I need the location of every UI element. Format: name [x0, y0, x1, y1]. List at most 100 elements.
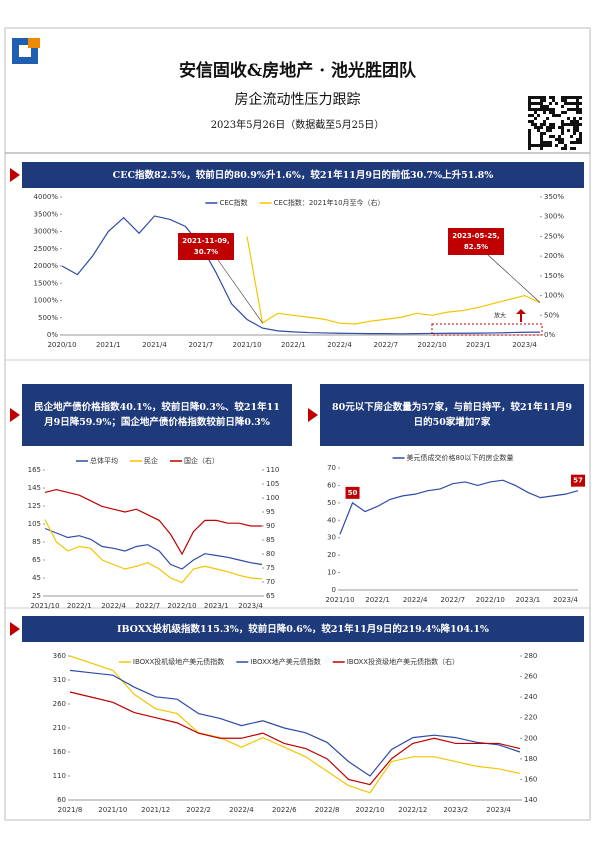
- qr-cell: [573, 123, 576, 126]
- legend-label: IBOXX地产美元债指数: [250, 657, 320, 666]
- banner: 80元以下房企数量为57家，与前日持平，较21年11月9日的50家增加7家: [320, 384, 584, 446]
- x-tick-label: 2022/8: [315, 806, 340, 814]
- qr-cell: [567, 117, 570, 120]
- qr-cell: [528, 120, 531, 123]
- value-label-bg: [571, 474, 585, 487]
- y-tick-label: 50: [327, 499, 336, 507]
- qr-cell: [549, 111, 552, 114]
- qr-cell: [573, 120, 576, 123]
- y-tick-label: 310: [53, 676, 66, 684]
- qr-cell: [546, 141, 549, 144]
- qr-cell: [564, 144, 567, 147]
- legend-item: 国企（右）: [170, 456, 219, 465]
- x-tick-label: 2021/8: [58, 806, 83, 814]
- x-tick-label: 2023/2: [443, 806, 468, 814]
- y-tick-label: 65: [32, 556, 41, 564]
- x-tick-label: 2023/1: [204, 602, 229, 610]
- qr-cell: [528, 138, 531, 141]
- x-tick-label: 2022/4: [229, 806, 254, 814]
- qr-cell: [534, 126, 537, 129]
- qr-cell: [579, 102, 582, 105]
- qr-cell: [546, 126, 549, 129]
- qr-cell: [528, 141, 531, 144]
- qr-cell: [555, 102, 558, 105]
- qr-cell: [540, 99, 543, 102]
- y2-tick-label: 140: [524, 796, 537, 804]
- x-tick-label: 2023/1: [516, 596, 541, 604]
- x-tick-label: 2022/7: [440, 596, 465, 604]
- y2-tick-label: 180: [524, 755, 537, 763]
- qr-cell: [561, 111, 564, 114]
- y-tick-label: 0: [332, 586, 336, 594]
- qr-code: [528, 96, 582, 150]
- qr-cell: [567, 96, 570, 99]
- line: [339, 479, 579, 535]
- qr-cell: [537, 108, 540, 111]
- qr-cell: [561, 126, 564, 129]
- qr-cell: [528, 129, 531, 132]
- qr-cell: [537, 126, 540, 129]
- qr-cell: [534, 111, 537, 114]
- callout-text: 82.5%: [464, 243, 488, 251]
- qr-cell: [570, 135, 573, 138]
- qr-cell: [573, 117, 576, 120]
- y-tick-label: 25: [32, 592, 41, 600]
- qr-cell: [540, 102, 543, 105]
- qr-cell: [528, 144, 531, 147]
- qr-cell: [573, 126, 576, 129]
- qr-cell: [534, 108, 537, 111]
- y-tick-label: 500%: [38, 314, 58, 322]
- qr-cell: [552, 135, 555, 138]
- x-tick-label: 2023/1: [466, 341, 491, 349]
- qr-cell: [537, 129, 540, 132]
- y2-tick-label: 160: [524, 775, 537, 783]
- x-tick-label: 2022/4: [327, 341, 352, 349]
- qr-cell: [555, 144, 558, 147]
- y2-tick-label: 260: [524, 673, 537, 681]
- value-label: 57: [573, 477, 583, 485]
- qr-cell: [543, 111, 546, 114]
- qr-cell: [546, 105, 549, 108]
- qr-cell: [543, 99, 546, 102]
- legend-label: CEC指数: [219, 198, 247, 207]
- qr-cell: [561, 120, 564, 123]
- qr-cell: [579, 96, 582, 99]
- qr-cell: [531, 123, 534, 126]
- y2-tick-label: 240: [524, 693, 537, 701]
- qr-cell: [579, 141, 582, 144]
- qr-cell: [576, 123, 579, 126]
- qr-cell: [537, 96, 540, 99]
- value-label: 50: [348, 489, 358, 497]
- qr-cell: [561, 96, 564, 99]
- qr-cell: [576, 102, 579, 105]
- qr-cell: [576, 129, 579, 132]
- qr-cell: [543, 132, 546, 135]
- line: [69, 691, 521, 786]
- y2-tick-label: 95: [266, 508, 275, 516]
- qr-cell: [558, 126, 561, 129]
- y2-tick-label: 65: [266, 592, 275, 600]
- qr-cell: [576, 126, 579, 129]
- qr-cell: [531, 114, 534, 117]
- qr-cell: [540, 96, 543, 99]
- marker: [10, 622, 20, 636]
- qr-cell: [540, 144, 543, 147]
- x-tick-label: 2023/4: [238, 602, 263, 610]
- qr-cell: [543, 96, 546, 99]
- qr-cell: [552, 99, 555, 102]
- qr-cell: [564, 96, 567, 99]
- qr-cell: [573, 108, 576, 111]
- qr-cell: [549, 129, 552, 132]
- zoom-box: [431, 323, 543, 336]
- line: [61, 215, 541, 335]
- qr-cell: [576, 141, 579, 144]
- x-tick-label: 2021/10: [30, 602, 59, 610]
- qr-cell: [540, 105, 543, 108]
- x-tick-label: 2021/12: [141, 806, 170, 814]
- subtitle: 房企流动性压力跟踪: [234, 92, 361, 108]
- y2-tick-label: 0%: [544, 331, 555, 339]
- qr-cell: [564, 147, 567, 150]
- y-tick-label: 0%: [47, 331, 58, 339]
- banner: 民企地产债价格指数40.1%，较前日降0.3%、较21年11月9日降59.9%；…: [22, 384, 292, 446]
